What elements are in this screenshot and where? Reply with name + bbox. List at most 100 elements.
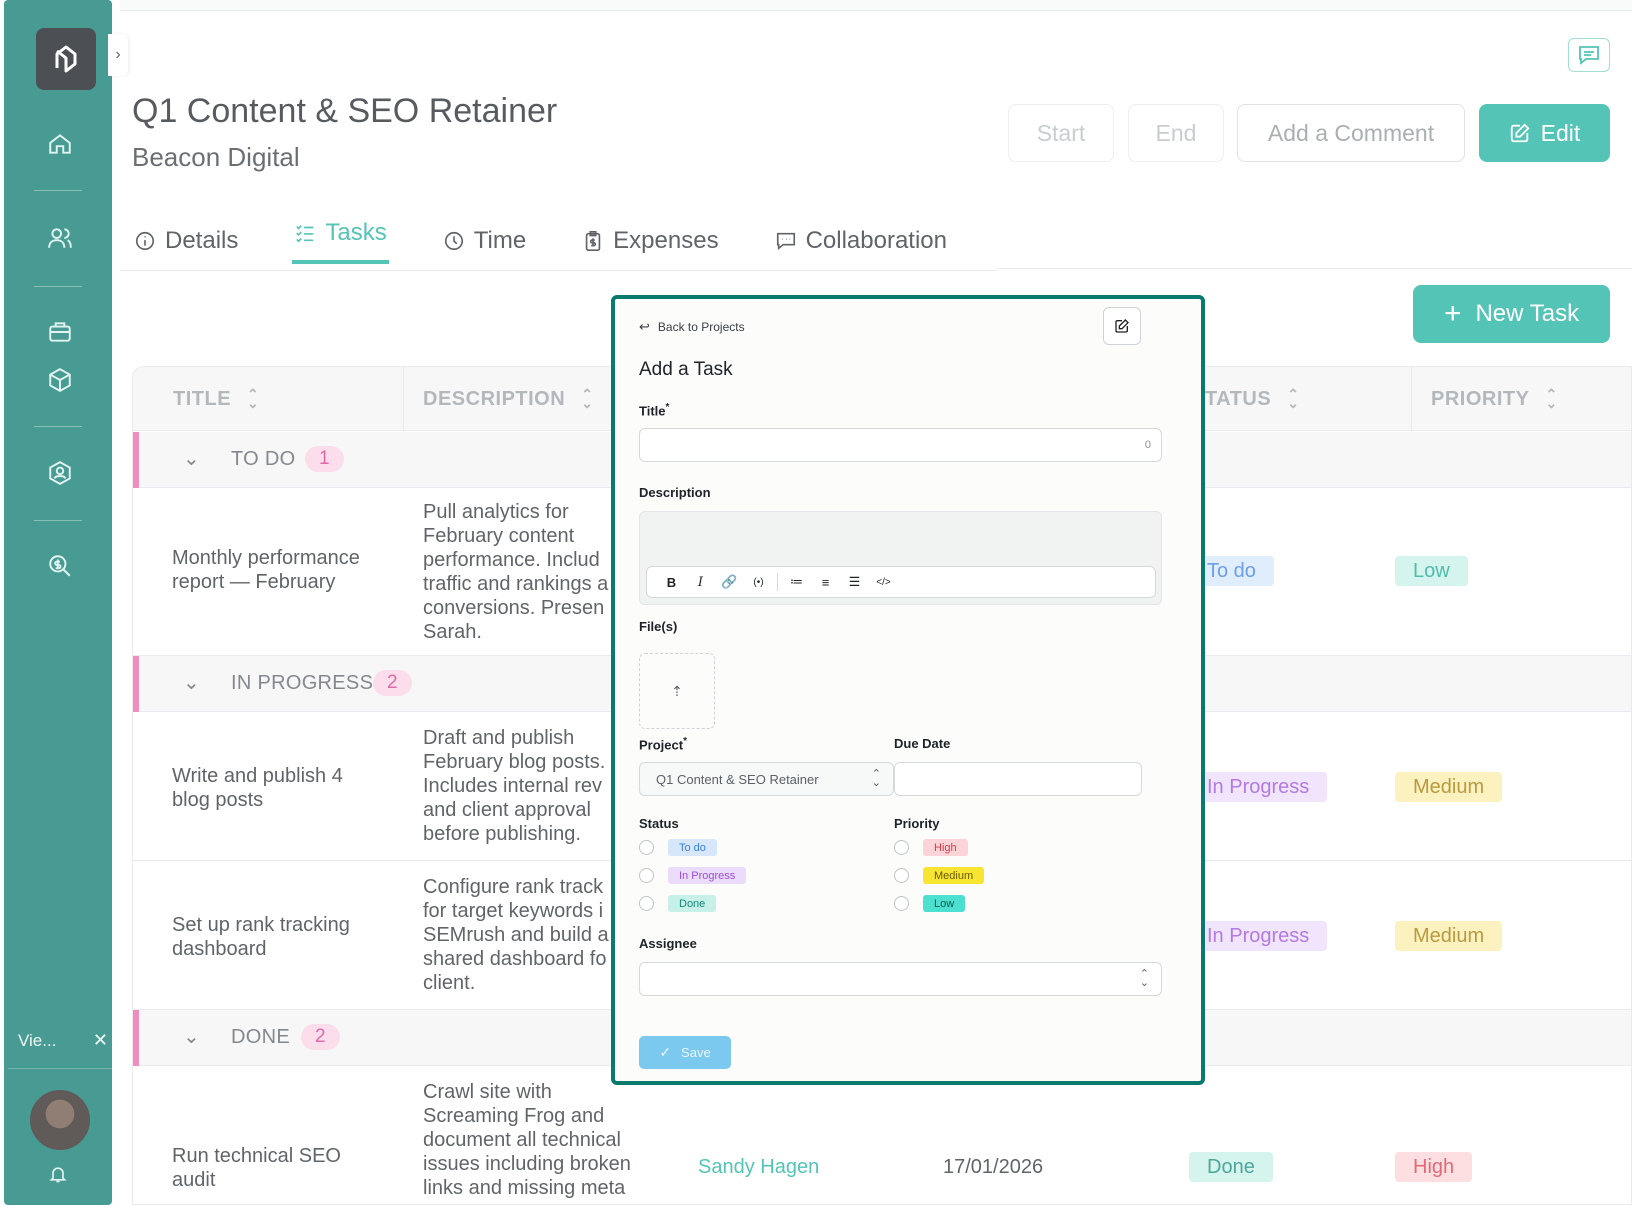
avatar[interactable] bbox=[28, 1088, 92, 1152]
checklist-icon[interactable]: ☰ bbox=[848, 574, 861, 589]
column-priority-label: PRIORITY bbox=[1431, 387, 1530, 410]
select-arrows-icon: ⌃ ⌄ bbox=[1139, 968, 1149, 989]
status-badge: Done bbox=[1189, 1152, 1273, 1182]
sort-icon[interactable]: ⌃ ⌄ bbox=[1545, 386, 1558, 411]
chevron-down-icon[interactable]: ⌄ bbox=[183, 1026, 200, 1048]
task-title: Set up rank tracking dashboard bbox=[172, 914, 350, 960]
priority-option-low[interactable]: Low bbox=[894, 895, 966, 912]
code-icon[interactable]: </> bbox=[876, 576, 891, 588]
chevron-down-icon[interactable]: ⌄ bbox=[183, 448, 200, 470]
tab-tasks[interactable]: Tasks bbox=[292, 202, 390, 264]
upload-icon: ⇡ bbox=[671, 682, 683, 699]
task-description: Draft and publish February blog posts. Inc… bbox=[423, 727, 606, 845]
priority-option-medium[interactable]: Medium bbox=[894, 867, 985, 884]
group-count-badge: 2 bbox=[373, 670, 412, 696]
sidebar-panel: Vie... ✕ bbox=[4, 0, 116, 1205]
bold-icon[interactable]: B bbox=[666, 574, 677, 590]
info-icon bbox=[135, 231, 155, 251]
group-label: TO DO bbox=[231, 448, 296, 470]
assignee-link[interactable]: Sandy Hagen bbox=[698, 1156, 820, 1178]
status-option-todo[interactable]: To do bbox=[639, 839, 717, 856]
title-input[interactable]: 0 bbox=[639, 428, 1162, 462]
radio[interactable] bbox=[639, 840, 654, 855]
back-to-projects-link[interactable]: ↩ Back to Projects bbox=[639, 319, 745, 335]
chat-icon bbox=[1579, 46, 1599, 65]
plus-icon: + bbox=[1443, 297, 1462, 330]
new-task-button[interactable]: + New Task bbox=[1413, 285, 1610, 343]
status-option-done[interactable]: Done bbox=[639, 895, 717, 912]
sort-icon[interactable]: ⌃ ⌄ bbox=[581, 386, 594, 411]
project-label: Project* bbox=[639, 736, 687, 753]
tab-label: Tasks bbox=[325, 219, 387, 246]
page-title: Q1 Content & SEO Retainer bbox=[132, 92, 558, 130]
sort-icon[interactable]: ⌃ ⌄ bbox=[1287, 386, 1300, 411]
file-dropzone[interactable]: ⇡ bbox=[639, 653, 715, 729]
users-icon[interactable] bbox=[42, 220, 78, 256]
radio[interactable] bbox=[894, 868, 909, 883]
page-subtitle: Beacon Digital bbox=[132, 142, 300, 172]
chat-button[interactable] bbox=[1568, 38, 1610, 72]
assignee-label: Assignee bbox=[639, 936, 697, 951]
chevron-right-icon: › bbox=[115, 46, 121, 63]
tab-expenses[interactable]: Expenses bbox=[580, 210, 720, 272]
top-strip bbox=[120, 0, 1632, 11]
description-editor[interactable]: B I 🔗 (•) ≔ ≡ ☰ </> bbox=[639, 511, 1162, 605]
box-icon[interactable] bbox=[42, 362, 78, 398]
tab-collaboration[interactable]: Collaboration bbox=[773, 210, 949, 272]
variable-icon[interactable]: (•) bbox=[753, 576, 764, 588]
user-circle-icon[interactable] bbox=[42, 455, 78, 491]
view-chip[interactable]: Vie... ✕ bbox=[18, 1030, 108, 1051]
edit-button-label: Edit bbox=[1540, 119, 1581, 146]
status-option-in-progress[interactable]: In Progress bbox=[639, 867, 747, 884]
bell-icon[interactable] bbox=[48, 1163, 68, 1190]
link-icon[interactable]: 🔗 bbox=[721, 574, 738, 589]
column-header-status[interactable]: TATUS ⌃ ⌄ bbox=[1205, 367, 1299, 431]
project-select[interactable]: Q1 Content & SEO Retainer ⌃ ⌄ bbox=[639, 762, 894, 796]
tab-time[interactable]: Time bbox=[441, 210, 528, 272]
radio[interactable] bbox=[639, 896, 654, 911]
select-arrows-icon: ⌃ ⌄ bbox=[871, 768, 881, 789]
radio[interactable] bbox=[894, 840, 909, 855]
edit-button[interactable]: Edit bbox=[1479, 104, 1610, 162]
close-icon[interactable]: ✕ bbox=[92, 1030, 108, 1050]
search-dollar-icon[interactable] bbox=[42, 548, 78, 584]
sidebar: Vie... ✕ › bbox=[0, 0, 128, 1205]
edit-icon bbox=[1510, 123, 1530, 143]
due-date: 17/01/2026 bbox=[943, 1156, 1044, 1178]
start-button[interactable]: Start bbox=[1008, 104, 1114, 162]
status-badge: In Progress bbox=[1189, 772, 1328, 802]
return-arrow-icon: ↩ bbox=[639, 319, 650, 334]
back-label: Back to Projects bbox=[657, 320, 745, 334]
status-pill: To do bbox=[668, 839, 717, 856]
table-row[interactable]: Run technical SEO audit Crawl site with Sc… bbox=[133, 1066, 1631, 1204]
add-comment-button[interactable]: Add a Comment bbox=[1237, 104, 1465, 162]
italic-icon[interactable]: I bbox=[697, 574, 704, 590]
due-date-input[interactable] bbox=[894, 762, 1142, 796]
chevron-down-icon[interactable]: ⌄ bbox=[183, 672, 200, 694]
column-header-priority[interactable]: PRIORITY ⌃ ⌄ bbox=[1431, 367, 1558, 431]
home-icon[interactable] bbox=[42, 126, 78, 162]
numbered-list-icon[interactable]: ≡ bbox=[821, 574, 830, 590]
divider bbox=[120, 270, 997, 271]
sidebar-collapse-button[interactable]: › bbox=[108, 34, 128, 76]
assignee-select[interactable]: ⌃ ⌄ bbox=[639, 962, 1162, 996]
app-logo[interactable] bbox=[36, 28, 96, 90]
column-header-title[interactable]: TITLE ⌃ ⌄ bbox=[173, 367, 259, 431]
sort-icon[interactable]: ⌃ ⌄ bbox=[247, 386, 260, 411]
task-description: Pull analytics for February content perfor… bbox=[423, 501, 609, 643]
column-header-description[interactable]: DESCRIPTION ⌃ ⌄ bbox=[423, 367, 593, 431]
priority-pill: Medium bbox=[923, 867, 985, 884]
radio[interactable] bbox=[894, 896, 909, 911]
briefcase-icon[interactable] bbox=[42, 314, 78, 350]
column-title-label: TITLE bbox=[173, 387, 232, 410]
tab-details[interactable]: Details bbox=[132, 210, 240, 272]
priority-option-high[interactable]: High bbox=[894, 839, 968, 856]
project-select-value: Q1 Content & SEO Retainer bbox=[656, 772, 819, 787]
radio[interactable] bbox=[639, 868, 654, 883]
end-button[interactable]: End bbox=[1128, 104, 1224, 162]
save-button[interactable]: ✓ Save bbox=[639, 1036, 731, 1069]
bullet-list-icon[interactable]: ≔ bbox=[790, 574, 803, 589]
priority-badge: Medium bbox=[1395, 772, 1503, 802]
edit-icon-button[interactable] bbox=[1103, 307, 1141, 345]
char-counter: 0 bbox=[1144, 439, 1151, 451]
